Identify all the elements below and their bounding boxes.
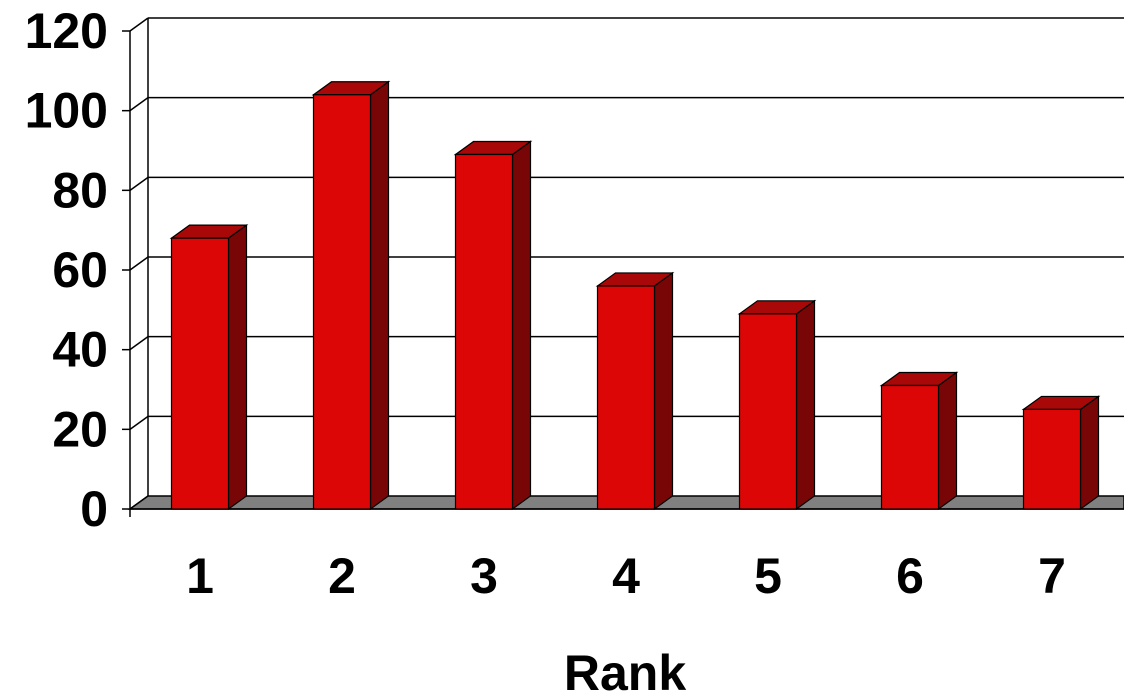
bar-2 xyxy=(311,80,391,511)
bar-side xyxy=(1079,395,1100,511)
bar-front xyxy=(454,153,514,510)
y-tick-labels: 0 20 40 60 80 100 120 xyxy=(25,3,108,537)
bar-side xyxy=(795,299,816,511)
x-tick-label: 5 xyxy=(754,548,782,604)
gridline-side xyxy=(129,256,149,271)
bar-front xyxy=(738,313,798,510)
x-tick-label: 2 xyxy=(328,548,356,604)
x-tick-label: 1 xyxy=(186,548,214,604)
bar-side xyxy=(511,140,532,511)
bar-side xyxy=(653,271,674,511)
bars-layer xyxy=(169,80,1101,511)
bar-5 xyxy=(737,299,817,511)
gridline-side xyxy=(129,176,149,191)
x-tick-label: 3 xyxy=(470,548,498,604)
gridline-side xyxy=(129,97,149,112)
bar-side xyxy=(227,223,248,511)
bar-side xyxy=(937,371,958,511)
y-tick-label: 80 xyxy=(52,162,108,218)
x-tick-labels: 1 2 3 4 5 6 7 xyxy=(186,548,1066,604)
bar-4 xyxy=(595,271,675,511)
bar-front xyxy=(1022,408,1082,510)
bar-1 xyxy=(169,223,249,511)
bar-7 xyxy=(1021,395,1101,511)
gridline-side xyxy=(129,17,149,32)
bar-front xyxy=(312,94,372,510)
y-tick-label: 40 xyxy=(52,322,108,378)
y-tick-label: 120 xyxy=(25,3,108,59)
bar-3 xyxy=(453,140,533,511)
x-tick-label: 6 xyxy=(896,548,924,604)
gridline-side xyxy=(129,415,149,430)
x-tick-label: 7 xyxy=(1038,548,1066,604)
bar-side xyxy=(369,80,390,511)
bar-6 xyxy=(879,371,959,511)
x-tick-label: 4 xyxy=(612,548,640,604)
y-tick-label: 100 xyxy=(25,83,108,139)
bar-front xyxy=(596,285,656,510)
y-tick-label: 0 xyxy=(80,481,108,537)
x-axis-title: Rank xyxy=(564,645,686,699)
bar-front xyxy=(170,237,230,510)
y-tick-label: 20 xyxy=(52,401,108,457)
gridline-side xyxy=(129,336,149,351)
y-tick-label: 60 xyxy=(52,242,108,298)
grid-layer xyxy=(129,17,1124,510)
bar-front xyxy=(880,384,940,510)
